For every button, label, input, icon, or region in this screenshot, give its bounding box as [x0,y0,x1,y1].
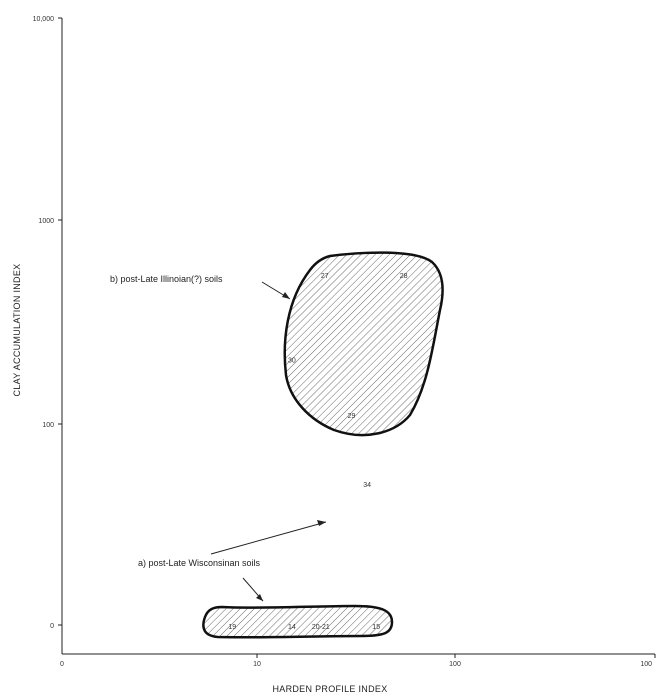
data-points: 19 14 20-21 15 34 27 28 30 29 [228,273,407,631]
y-tick-label: 1000 [38,218,54,225]
arrow-label-b [261,281,291,300]
point-label-29: 29 [348,413,356,420]
point-label-20-21: 20-21 [312,624,330,631]
x-tick-label: 0 [60,661,64,668]
point-label-28: 28 [400,273,408,280]
point-label-14: 14 [288,624,296,631]
arrow-point-34 [210,520,327,555]
x-axis-title: HARDEN PROFILE INDEX [272,684,387,694]
region-label-b: b) post-Late Illinoian(?) soils [110,274,223,284]
region-b-illinoian [283,251,444,437]
arrow-label-a [242,577,264,602]
x-tick-label: 100 [449,661,461,668]
region-label-a: a) post-Late Wisconsinan soils [138,558,261,568]
point-label-27: 27 [321,273,329,280]
y-tick-label: 100 [42,422,54,429]
point-label-30: 30 [288,358,296,365]
x-tick-label: 10 [253,661,261,668]
point-label-34: 34 [363,482,371,489]
point-label-19: 19 [228,624,236,631]
x-tick-label: 100 [640,661,652,668]
point-label-15: 15 [372,624,380,631]
y-axis-title: CLAY ACCUMULATION INDEX [12,264,22,397]
y-tick-label: 10,000 [33,16,55,23]
region-a-wisconsinan [202,604,394,639]
y-tick-label: 0 [50,623,54,630]
